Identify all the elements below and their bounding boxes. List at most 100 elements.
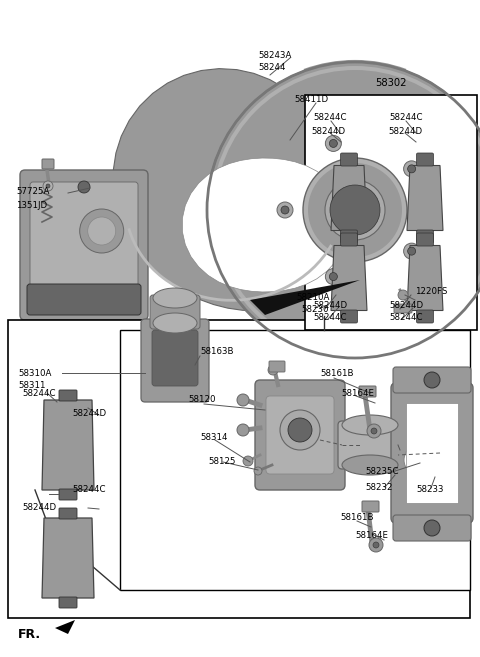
Circle shape: [237, 394, 249, 406]
Text: 58311: 58311: [18, 380, 46, 390]
Ellipse shape: [342, 415, 398, 435]
Text: 58314: 58314: [200, 432, 228, 442]
FancyBboxPatch shape: [391, 383, 473, 523]
Polygon shape: [250, 280, 360, 315]
Circle shape: [303, 158, 407, 262]
FancyBboxPatch shape: [359, 386, 376, 397]
Text: 58244D: 58244D: [313, 300, 347, 309]
FancyBboxPatch shape: [417, 233, 433, 246]
Polygon shape: [407, 166, 443, 231]
Text: 58243A: 58243A: [258, 51, 291, 60]
Circle shape: [404, 161, 420, 177]
Ellipse shape: [153, 288, 197, 308]
Bar: [8, 320, 470, 618]
Text: 58302: 58302: [375, 78, 407, 88]
Circle shape: [268, 365, 278, 375]
FancyBboxPatch shape: [340, 310, 358, 323]
FancyBboxPatch shape: [20, 170, 148, 320]
Circle shape: [280, 410, 320, 450]
FancyBboxPatch shape: [59, 489, 77, 500]
FancyBboxPatch shape: [340, 153, 358, 166]
Circle shape: [46, 184, 50, 188]
FancyBboxPatch shape: [362, 501, 379, 512]
Polygon shape: [55, 620, 75, 634]
Text: 58164E: 58164E: [341, 388, 374, 397]
FancyBboxPatch shape: [269, 361, 285, 372]
FancyBboxPatch shape: [338, 421, 402, 469]
Circle shape: [277, 202, 293, 218]
Text: 58232: 58232: [365, 484, 393, 493]
Circle shape: [281, 206, 289, 214]
FancyBboxPatch shape: [417, 230, 433, 243]
Circle shape: [424, 372, 440, 388]
FancyBboxPatch shape: [255, 380, 345, 490]
FancyBboxPatch shape: [340, 233, 358, 246]
Circle shape: [408, 247, 416, 255]
Circle shape: [308, 163, 402, 257]
Circle shape: [398, 438, 442, 482]
Circle shape: [254, 467, 262, 475]
Circle shape: [288, 418, 312, 442]
Circle shape: [371, 428, 377, 434]
Polygon shape: [407, 246, 443, 311]
Text: 58310A: 58310A: [18, 369, 51, 378]
Text: 58244C: 58244C: [389, 313, 422, 323]
FancyBboxPatch shape: [393, 515, 471, 541]
Polygon shape: [42, 518, 94, 598]
Circle shape: [88, 217, 116, 245]
Polygon shape: [182, 158, 348, 292]
FancyBboxPatch shape: [30, 182, 138, 288]
Bar: [305, 95, 477, 330]
FancyBboxPatch shape: [393, 367, 471, 393]
Bar: [406, 403, 458, 503]
Circle shape: [404, 243, 420, 259]
Text: 58244: 58244: [258, 64, 286, 72]
Circle shape: [243, 456, 253, 466]
Polygon shape: [113, 68, 336, 311]
Circle shape: [330, 185, 380, 235]
Text: 58244D: 58244D: [22, 503, 56, 512]
FancyBboxPatch shape: [394, 304, 412, 313]
Circle shape: [237, 424, 249, 436]
Circle shape: [369, 538, 383, 552]
Text: 58244D: 58244D: [388, 127, 422, 137]
FancyBboxPatch shape: [340, 230, 358, 243]
Circle shape: [211, 66, 480, 354]
Bar: [120, 330, 470, 590]
Circle shape: [207, 62, 480, 358]
FancyBboxPatch shape: [59, 390, 77, 401]
Circle shape: [215, 70, 480, 350]
Circle shape: [325, 135, 341, 151]
Text: 58244D: 58244D: [389, 300, 423, 309]
Circle shape: [325, 269, 341, 284]
Ellipse shape: [342, 455, 398, 475]
Circle shape: [408, 165, 416, 173]
Ellipse shape: [153, 313, 197, 333]
Text: 58161B: 58161B: [340, 514, 373, 522]
FancyBboxPatch shape: [27, 284, 141, 315]
Text: 58244C: 58244C: [313, 114, 347, 122]
Circle shape: [329, 139, 337, 147]
Text: 58125: 58125: [208, 457, 236, 466]
Polygon shape: [331, 166, 367, 231]
Text: 58164E: 58164E: [355, 532, 388, 541]
Text: 58411D: 58411D: [294, 95, 328, 104]
Text: 58230: 58230: [301, 306, 328, 315]
Text: 1351JD: 1351JD: [16, 200, 47, 210]
Text: 58161B: 58161B: [320, 369, 353, 378]
Text: 58233: 58233: [416, 486, 444, 495]
Text: 57725A: 57725A: [16, 187, 49, 196]
Text: 58244D: 58244D: [311, 127, 345, 137]
Text: 58235C: 58235C: [365, 468, 398, 476]
Text: 58244C: 58244C: [313, 313, 347, 323]
Text: 58244D: 58244D: [72, 409, 106, 417]
Polygon shape: [331, 246, 367, 311]
Text: 58244C: 58244C: [22, 388, 56, 397]
FancyBboxPatch shape: [417, 153, 433, 166]
FancyBboxPatch shape: [150, 295, 200, 329]
Text: 58163B: 58163B: [200, 348, 233, 357]
FancyBboxPatch shape: [417, 310, 433, 323]
Text: 1220FS: 1220FS: [415, 288, 447, 296]
Circle shape: [404, 444, 436, 476]
Text: 58244C: 58244C: [72, 486, 106, 495]
